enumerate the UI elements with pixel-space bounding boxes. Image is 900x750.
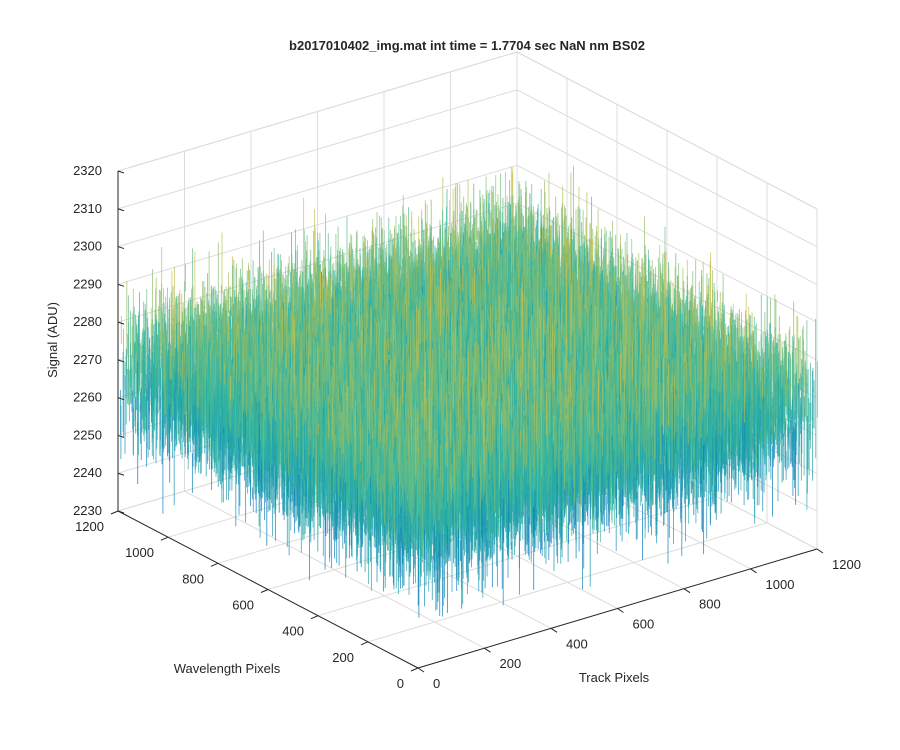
surface-mesh — [118, 166, 817, 618]
chart-title: b2017010402_img.mat int time = 1.7704 se… — [289, 38, 645, 53]
floor-grid-line — [368, 523, 767, 642]
